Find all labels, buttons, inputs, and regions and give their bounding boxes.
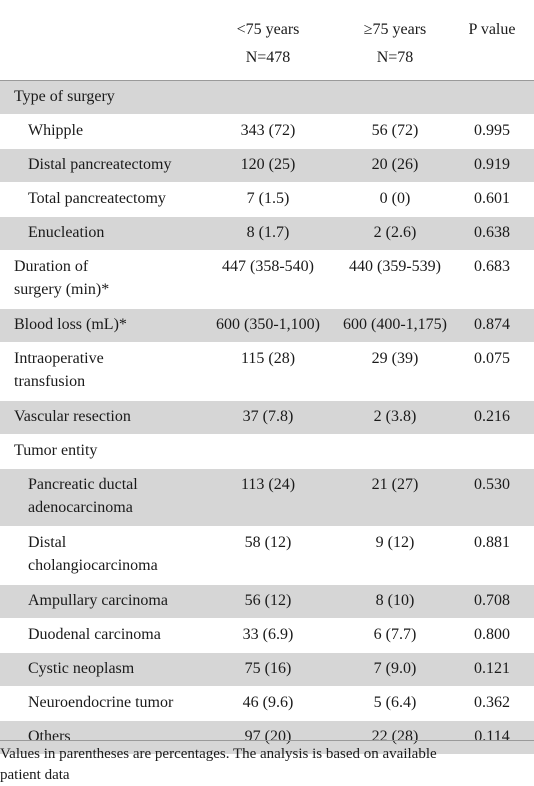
- table-row: Pancreatic ductal adenocarcinoma 113 (24…: [0, 469, 534, 527]
- table-footnote: Values in parentheses are percentages. T…: [0, 740, 534, 786]
- cell-over-75: 7 (9.0): [373, 660, 417, 677]
- cell-p-value: 0.530: [474, 476, 510, 493]
- cell-under-75: 120 (25): [240, 156, 296, 173]
- cell-over-75: 6 (7.7): [373, 626, 417, 643]
- cell-p-value: 0.216: [474, 408, 510, 425]
- cell-p-value: 0.683: [474, 258, 510, 275]
- cell-p-value: 0.708: [474, 592, 510, 609]
- header-under-75-n: N=478: [245, 49, 291, 66]
- header-p-value-label: P value: [468, 21, 516, 38]
- cell-over-75: 21 (27): [371, 476, 419, 493]
- table-row: Whipple 343 (72) 56 (72) 0.995: [0, 115, 534, 149]
- header-p-value: P value: [455, 16, 529, 44]
- table-row: Others 97 (20) 22 (28) 0.114: [0, 721, 534, 755]
- cell-under-75: 600 (350-1,100): [216, 316, 320, 333]
- table-row: Vascular resection 37 (7.8) 2 (3.8) 0.21…: [0, 401, 534, 435]
- row-label: Distal cholangiocarcinoma: [28, 531, 158, 577]
- cell-under-75: 37 (7.8): [242, 408, 294, 425]
- cell-p-value: 0.121: [474, 660, 510, 677]
- row-label-line1: Pancreatic ductal: [28, 476, 138, 493]
- cell-under-75: 343 (72): [240, 122, 296, 139]
- cell-over-75: 0 (0): [379, 190, 411, 207]
- table-row: Duration of surgery (min)* 447 (358-540)…: [0, 251, 534, 309]
- row-label: Type of surgery: [14, 88, 115, 105]
- cell-under-75: 8 (1.7): [246, 224, 290, 241]
- table-row: Total pancreatectomy 7 (1.5) 0 (0) 0.601: [0, 183, 534, 217]
- cell-over-75: 8 (10): [375, 592, 415, 609]
- header-over-75: ≥75 years N=78: [330, 16, 460, 72]
- table-row: Cystic neoplasm 75 (16) 7 (9.0) 0.121: [0, 653, 534, 687]
- cell-under-75: 75 (16): [244, 660, 292, 677]
- cell-p-value: 0.638: [474, 224, 510, 241]
- cell-p-value: 0.075: [474, 350, 510, 367]
- row-label-line1: Intraoperative: [14, 350, 104, 367]
- row-label: Enucleation: [28, 224, 105, 241]
- table-row: Neuroendocrine tumor 46 (9.6) 5 (6.4) 0.…: [0, 687, 534, 721]
- header-under-75: <75 years N=478: [203, 16, 333, 72]
- cell-under-75: 113 (24): [240, 476, 296, 493]
- cell-p-value: 0.601: [474, 190, 510, 207]
- cell-p-value: 0.362: [474, 694, 510, 711]
- cell-over-75: 20 (26): [371, 156, 419, 173]
- header-over-75-label: ≥75 years: [363, 21, 427, 38]
- cell-p-value: 0.995: [474, 122, 510, 139]
- row-label-line2: transfusion: [14, 373, 86, 390]
- row-label: Total pancreatectomy: [28, 190, 166, 207]
- cell-over-75: 5 (6.4): [373, 694, 417, 711]
- table-row: Distal pancreatectomy 120 (25) 20 (26) 0…: [0, 149, 534, 183]
- row-label-line2: adenocarcinoma: [28, 499, 133, 516]
- data-table: <75 years N=478 ≥75 years N=78 P value T…: [0, 0, 534, 755]
- table-row: Intraoperative transfusion 115 (28) 29 (…: [0, 343, 534, 401]
- cell-p-value: 0.874: [474, 316, 510, 333]
- footnote-line1: Values in parentheses are percentages. T…: [0, 746, 437, 762]
- cell-over-75: 9 (12): [375, 534, 415, 551]
- table-header: <75 years N=478 ≥75 years N=78 P value: [0, 0, 534, 81]
- row-label: Vascular resection: [14, 408, 131, 425]
- row-label-line2: cholangiocarcinoma: [28, 557, 158, 574]
- row-label: Distal pancreatectomy: [28, 156, 172, 173]
- header-over-75-n: N=78: [376, 49, 414, 66]
- row-label-line1: Duration of: [14, 258, 89, 275]
- section-row-tumor-entity: Tumor entity: [0, 435, 534, 469]
- row-label: Intraoperative transfusion: [14, 347, 104, 393]
- cell-p-value: 0.800: [474, 626, 510, 643]
- table-row: Ampullary carcinoma 56 (12) 8 (10) 0.708: [0, 585, 534, 619]
- table-row: Distal cholangiocarcinoma 58 (12) 9 (12)…: [0, 527, 534, 585]
- row-label: Blood loss (mL)*: [14, 316, 127, 333]
- row-label: Neuroendocrine tumor: [28, 694, 174, 711]
- cell-under-75: 7 (1.5): [246, 190, 290, 207]
- table-row: Blood loss (mL)* 600 (350-1,100) 600 (40…: [0, 309, 534, 343]
- cell-over-75: 2 (3.8): [373, 408, 417, 425]
- row-label: Pancreatic ductal adenocarcinoma: [28, 473, 138, 519]
- cell-over-75: 2 (2.6): [373, 224, 417, 241]
- cell-under-75: 56 (12): [244, 592, 292, 609]
- row-label: Duration of surgery (min)*: [14, 255, 109, 301]
- table-row: Enucleation 8 (1.7) 2 (2.6) 0.638: [0, 217, 534, 251]
- row-label-line1: Distal: [28, 534, 67, 551]
- cell-under-75: 58 (12): [244, 534, 292, 551]
- section-row-type-of-surgery: Type of surgery: [0, 81, 534, 115]
- row-label: Tumor entity: [14, 442, 98, 459]
- cell-over-75: 29 (39): [371, 350, 419, 367]
- cell-over-75: 56 (72): [371, 122, 419, 139]
- cell-p-value: 0.881: [474, 534, 510, 551]
- row-label: Whipple: [28, 122, 84, 139]
- cell-over-75: 600 (400-1,175): [343, 316, 447, 333]
- row-label: Ampullary carcinoma: [28, 592, 168, 609]
- footnote-line2: patient data: [0, 767, 70, 783]
- cell-under-75: 46 (9.6): [242, 694, 294, 711]
- row-label: Duodenal carcinoma: [28, 626, 161, 643]
- cell-under-75: 33 (6.9): [242, 626, 294, 643]
- row-label: Cystic neoplasm: [28, 660, 135, 677]
- header-under-75-label: <75 years: [236, 21, 300, 38]
- cell-over-75: 440 (359-539): [349, 258, 441, 275]
- cell-p-value: 0.919: [474, 156, 510, 173]
- table-row: Duodenal carcinoma 33 (6.9) 6 (7.7) 0.80…: [0, 619, 534, 653]
- row-label-line2: surgery (min)*: [14, 281, 110, 298]
- cell-under-75: 115 (28): [240, 350, 296, 367]
- cell-under-75: 447 (358-540): [222, 258, 314, 275]
